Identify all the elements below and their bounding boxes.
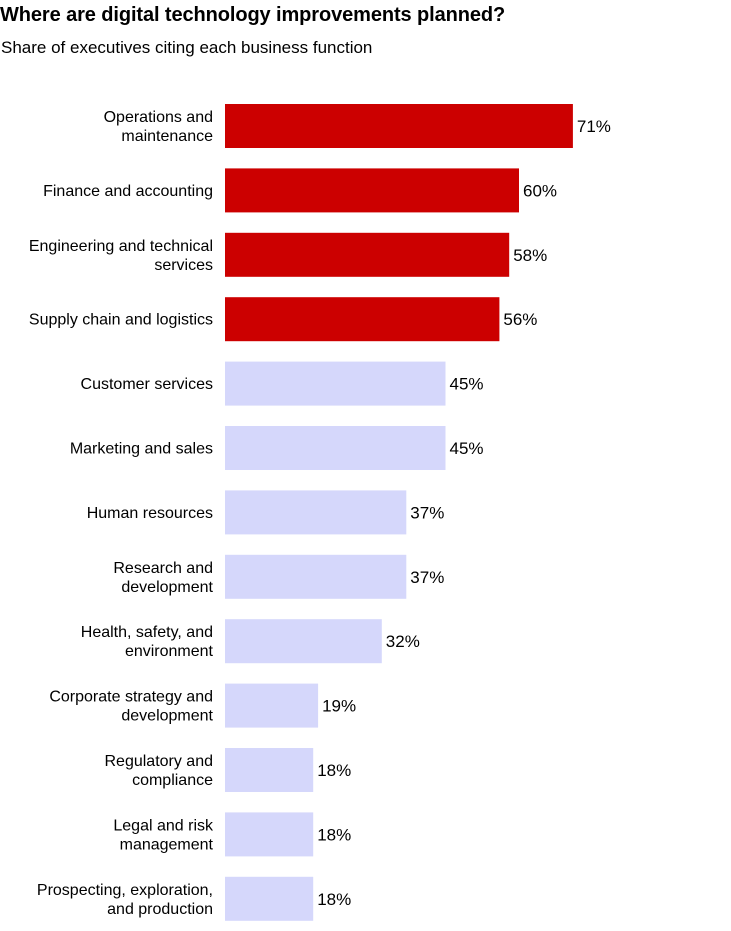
category-label-6: Marketing and sales — [70, 441, 213, 458]
value-label-10: 19% — [322, 697, 356, 716]
value-label-13: 18% — [317, 890, 351, 909]
bar-5 — [225, 361, 446, 406]
chart-subtitle: Share of executives citing each business… — [1, 38, 373, 57]
category-label-8: Research and development — [113, 560, 213, 596]
bar-2 — [225, 168, 519, 213]
bar-13 — [225, 876, 314, 921]
category-label-1: Operations and maintenance — [104, 109, 214, 145]
bar-4 — [225, 297, 500, 342]
bar-11 — [225, 748, 314, 792]
category-label-4: Supply chain and logistics — [29, 312, 213, 329]
value-label-3: 58% — [513, 246, 547, 265]
bar-8 — [225, 554, 407, 599]
value-label-6: 45% — [450, 439, 484, 458]
bar-6 — [225, 426, 446, 470]
bar-9 — [225, 619, 382, 664]
value-label-9: 32% — [386, 632, 420, 651]
category-label-3: Engineering and technical services — [29, 238, 213, 274]
category-label-9: Health, safety, and environment — [81, 624, 214, 660]
category-label-2: Finance and accounting — [43, 183, 213, 200]
chart-title: Where are digital technology improvement… — [0, 4, 506, 26]
value-label-7: 37% — [410, 503, 444, 522]
bar-3 — [225, 232, 510, 277]
category-label-5: Customer services — [81, 376, 213, 393]
bar-1 — [225, 104, 573, 148]
value-label-4: 56% — [503, 310, 537, 329]
category-label-12: Legal and risk management — [113, 817, 214, 853]
category-label-7: Human resources — [87, 505, 213, 522]
bar-10 — [225, 683, 319, 728]
bar-12 — [225, 812, 314, 857]
category-label-11: Regulatory and compliance — [104, 753, 213, 789]
bar-7 — [225, 490, 407, 535]
value-label-11: 18% — [317, 761, 351, 780]
value-label-5: 45% — [450, 375, 484, 394]
value-label-8: 37% — [410, 568, 444, 587]
category-label-13: Prospecting, exploration, and production — [37, 882, 213, 918]
value-label-12: 18% — [317, 825, 351, 844]
category-label-10: Corporate strategy and development — [49, 689, 213, 725]
value-label-2: 60% — [523, 181, 557, 200]
value-label-1: 71% — [577, 117, 611, 136]
